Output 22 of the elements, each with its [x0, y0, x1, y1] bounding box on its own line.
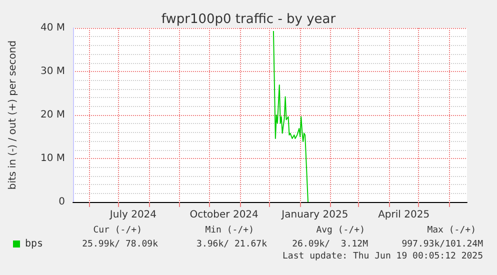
text: Avg (-/+): [316, 226, 365, 236]
text: Min (-/+): [205, 226, 254, 236]
y-tick-label: 0: [58, 196, 65, 208]
y-axis-title: bits in (-) / out (+) per second: [8, 40, 18, 190]
line-series: [272, 30, 309, 202]
x-tick-label: April 2025: [378, 210, 430, 220]
y-tick-label: 40 M: [40, 22, 65, 34]
x-tick-label: October 2024: [190, 210, 258, 220]
text: 997.93k/101.24M: [402, 240, 484, 250]
chart-title: fwpr100p0 traffic - by year: [161, 12, 336, 27]
y-tick-label: 30 M: [40, 66, 65, 77]
y-tick-label: 10 M: [40, 153, 65, 164]
legend-label: bps: [25, 238, 44, 250]
text: Last update: Thu Jun 19 00:05:12 2025: [282, 252, 483, 262]
text: 3.96k/ 21.67k: [196, 240, 268, 250]
text: Cur (-/+): [93, 226, 142, 236]
text: 26.09k/ 3.12M: [292, 240, 369, 250]
text: Max (-/+): [427, 226, 476, 236]
x-tick-label: January 2025: [280, 210, 348, 220]
text: 25.99k/ 78.09k: [82, 240, 159, 250]
x-tick-label: July 2024: [108, 210, 157, 220]
y-tick-label: 20 M: [40, 110, 65, 120]
